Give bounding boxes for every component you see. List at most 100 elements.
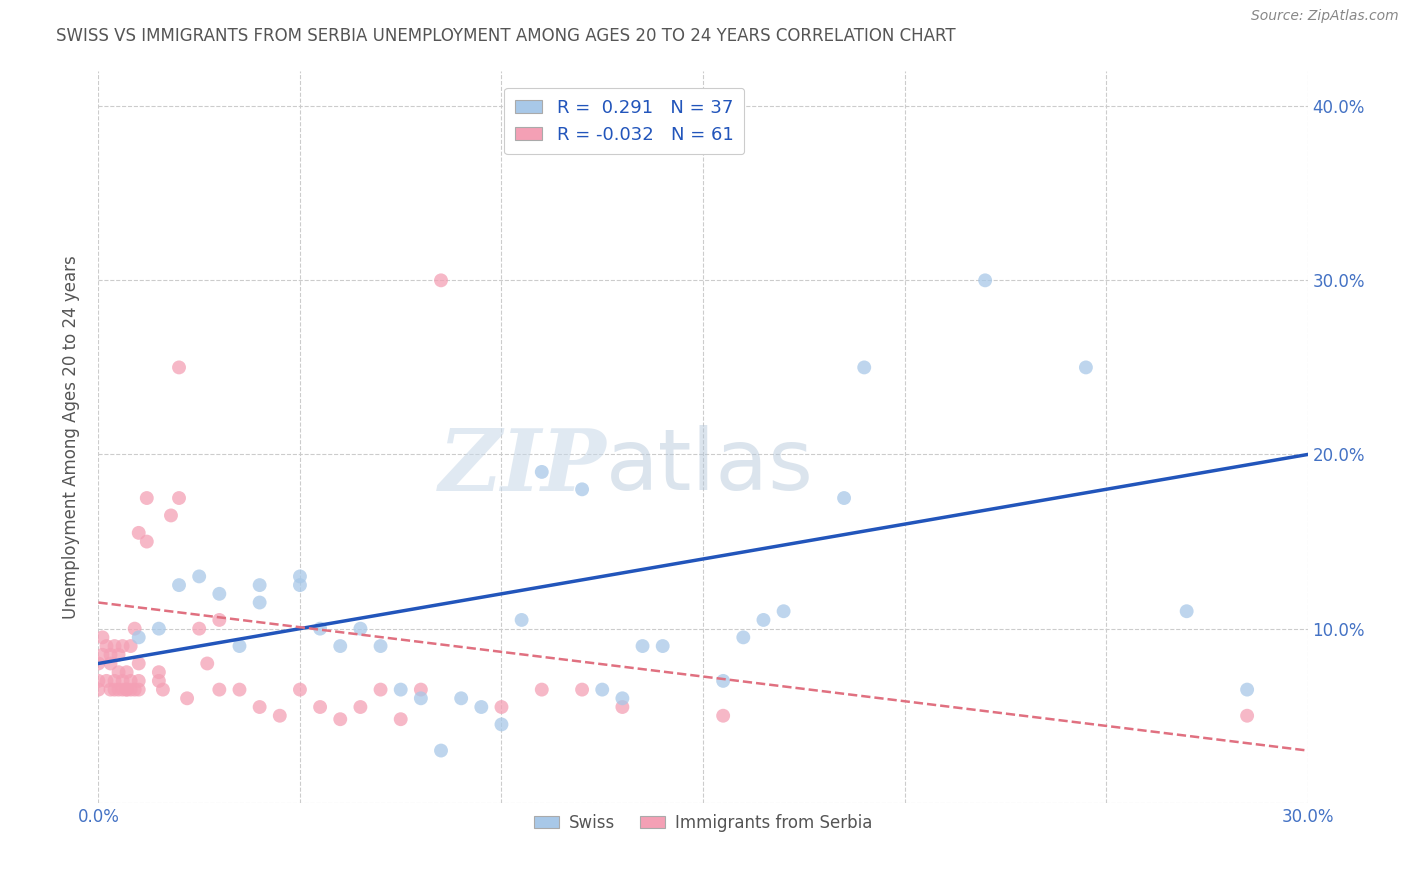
Point	[571, 682, 593, 697]
Point	[135, 534, 157, 549]
Point	[208, 587, 231, 601]
Y-axis label: Unemployment Among Ages 20 to 24 years: Unemployment Among Ages 20 to 24 years	[62, 255, 80, 619]
Point	[188, 569, 211, 583]
Point	[1236, 682, 1258, 697]
Point	[208, 682, 231, 697]
Point	[530, 465, 553, 479]
Point	[91, 631, 114, 645]
Text: SWISS VS IMMIGRANTS FROM SERBIA UNEMPLOYMENT AMONG AGES 20 TO 24 YEARS CORRELATI: SWISS VS IMMIGRANTS FROM SERBIA UNEMPLOY…	[56, 27, 956, 45]
Point	[167, 578, 190, 592]
Point	[87, 682, 110, 697]
Point	[370, 682, 392, 697]
Point	[288, 682, 311, 697]
Point	[87, 673, 110, 688]
Point	[329, 712, 352, 726]
Point	[450, 691, 472, 706]
Point	[103, 673, 125, 688]
Point	[651, 639, 673, 653]
Point	[853, 360, 876, 375]
Point	[100, 682, 122, 697]
Point	[228, 682, 250, 697]
Point	[115, 682, 138, 697]
Point	[100, 648, 122, 662]
Point	[591, 682, 613, 697]
Point	[111, 673, 134, 688]
Point	[115, 682, 138, 697]
Point	[349, 622, 371, 636]
Point	[135, 491, 157, 505]
Point	[208, 613, 231, 627]
Point	[309, 622, 332, 636]
Point	[491, 717, 513, 731]
Point	[1074, 360, 1097, 375]
Point	[470, 700, 492, 714]
Point	[148, 622, 170, 636]
Point	[1175, 604, 1198, 618]
Point	[389, 682, 412, 697]
Point	[128, 657, 150, 671]
Point	[510, 613, 533, 627]
Point	[167, 491, 190, 505]
Point	[309, 700, 332, 714]
Point	[167, 360, 190, 375]
Point	[249, 578, 271, 592]
Point	[269, 708, 291, 723]
Point	[711, 673, 734, 688]
Point	[128, 673, 150, 688]
Point	[87, 657, 110, 671]
Point	[530, 682, 553, 697]
Point	[288, 569, 311, 583]
Point	[103, 639, 125, 653]
Point	[389, 712, 412, 726]
Point	[409, 691, 432, 706]
Point	[107, 682, 129, 697]
Point	[370, 639, 392, 653]
Point	[128, 631, 150, 645]
Point	[120, 673, 142, 688]
Point	[832, 491, 855, 505]
Point	[128, 682, 150, 697]
Point	[288, 578, 311, 592]
Point	[1236, 708, 1258, 723]
Point	[195, 657, 218, 671]
Point	[100, 657, 122, 671]
Point	[107, 648, 129, 662]
Point	[430, 743, 453, 757]
Point	[103, 682, 125, 697]
Point	[772, 604, 794, 618]
Point	[111, 639, 134, 653]
Point	[107, 665, 129, 680]
Point	[96, 673, 118, 688]
Point	[974, 273, 997, 287]
Point	[120, 682, 142, 697]
Point	[148, 673, 170, 688]
Point	[329, 639, 352, 653]
Point	[752, 613, 775, 627]
Point	[249, 700, 271, 714]
Point	[160, 508, 183, 523]
Point	[491, 700, 513, 714]
Point	[430, 273, 453, 287]
Point	[188, 622, 211, 636]
Text: ZIP: ZIP	[439, 425, 606, 508]
Point	[612, 691, 634, 706]
Point	[249, 595, 271, 609]
Text: atlas: atlas	[606, 425, 814, 508]
Point	[176, 691, 198, 706]
Point	[349, 700, 371, 714]
Point	[115, 665, 138, 680]
Point	[111, 682, 134, 697]
Legend: Swiss, Immigrants from Serbia: Swiss, Immigrants from Serbia	[527, 807, 879, 838]
Point	[148, 665, 170, 680]
Point	[631, 639, 654, 653]
Point	[228, 639, 250, 653]
Point	[124, 682, 146, 697]
Point	[96, 639, 118, 653]
Point	[571, 483, 593, 497]
Point	[409, 682, 432, 697]
Point	[91, 648, 114, 662]
Point	[711, 708, 734, 723]
Point	[124, 622, 146, 636]
Point	[128, 525, 150, 540]
Point	[612, 700, 634, 714]
